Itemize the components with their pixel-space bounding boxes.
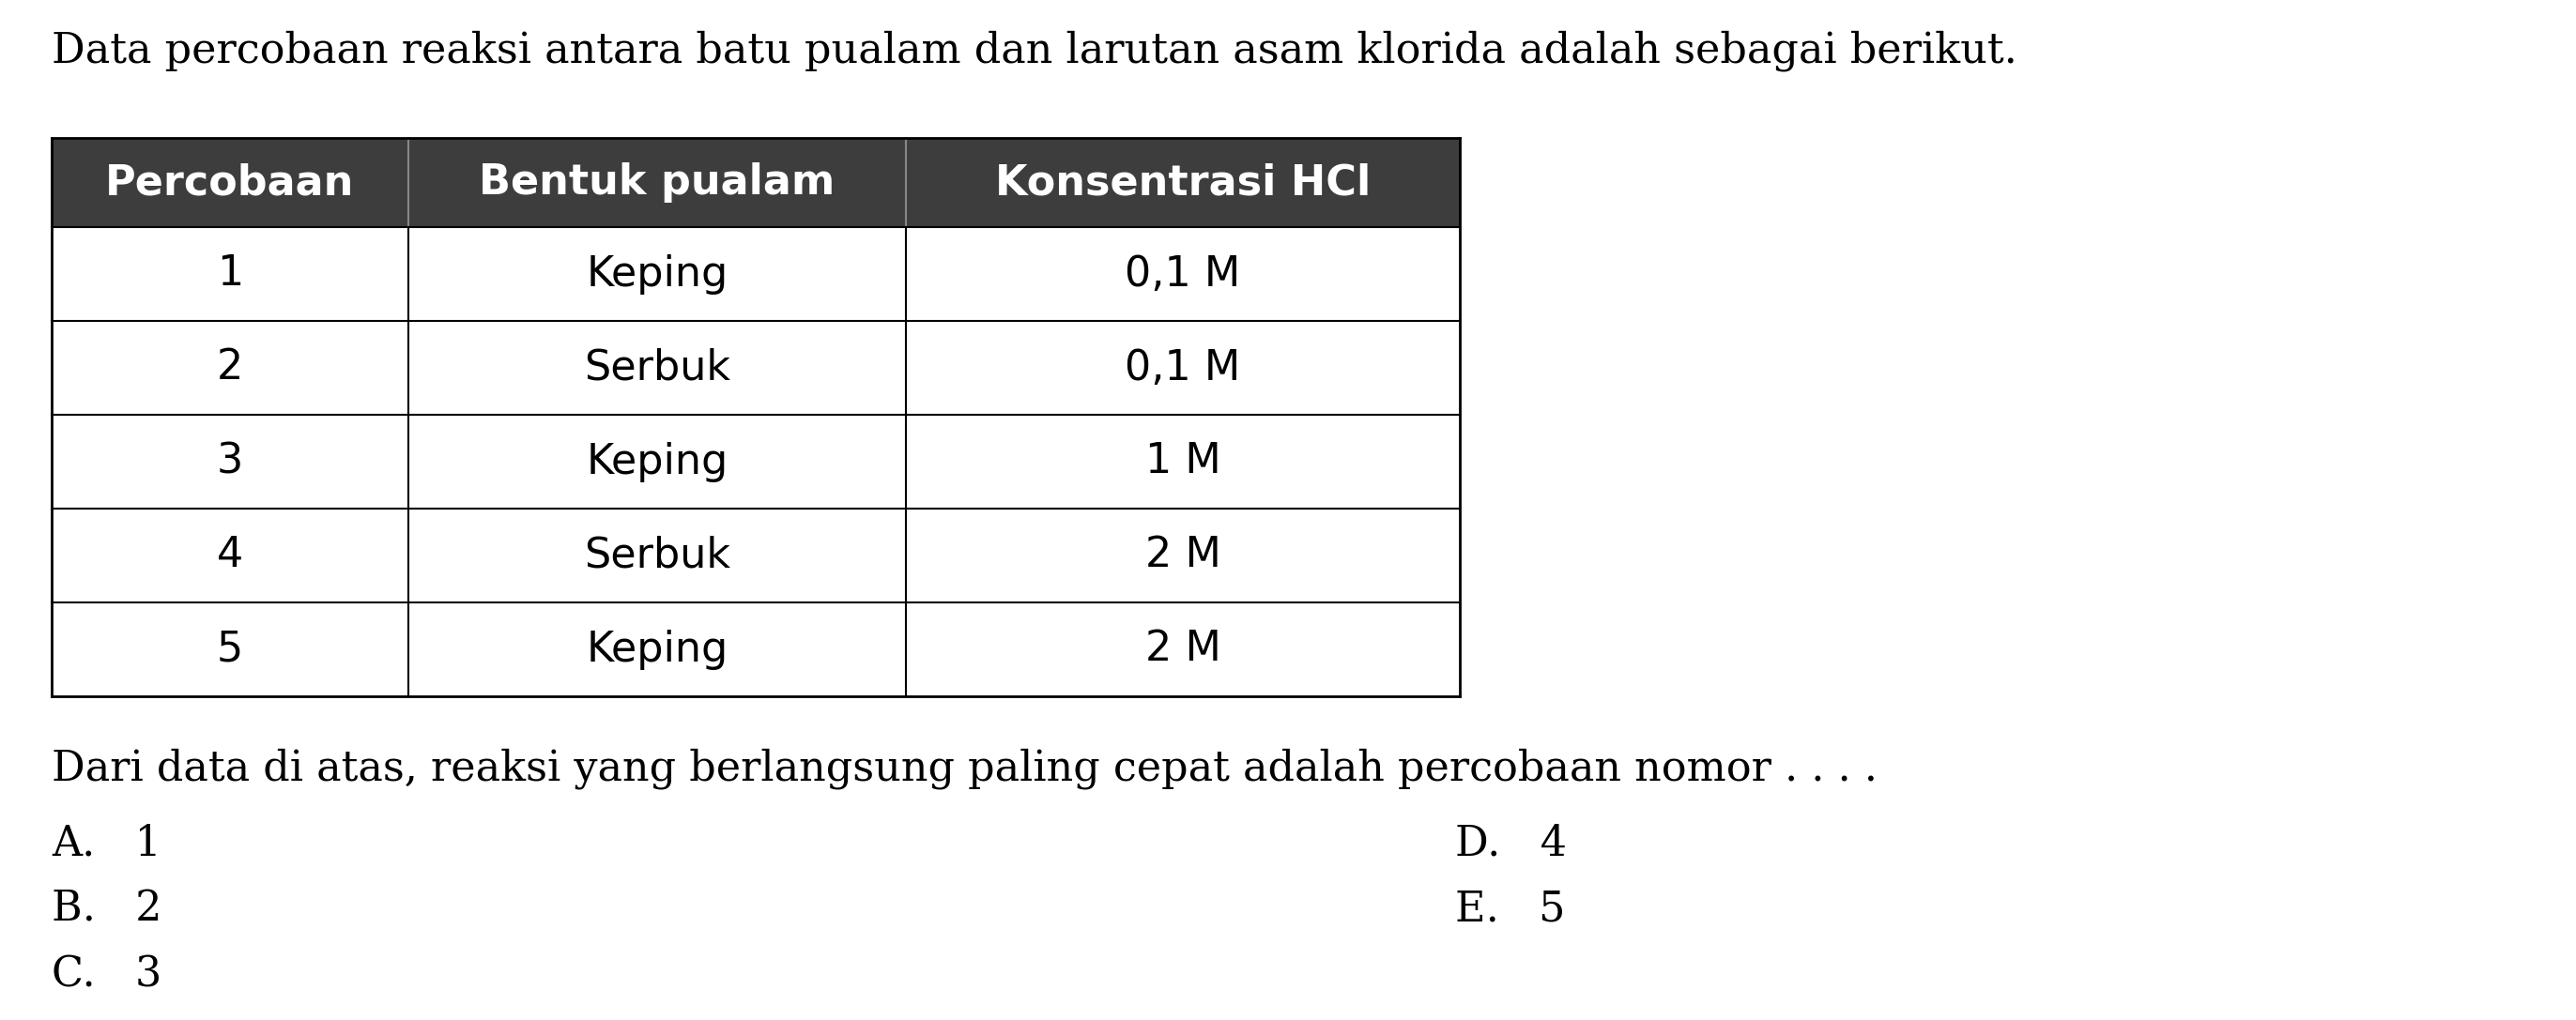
FancyBboxPatch shape [52, 138, 1461, 227]
Text: Keping: Keping [587, 442, 729, 481]
Text: Dari data di atas, reaksi yang berlangsung paling cepat adalah percobaan nomor .: Dari data di atas, reaksi yang berlangsu… [52, 748, 1878, 788]
Text: Bentuk pualam: Bentuk pualam [479, 162, 835, 203]
Text: 2 M: 2 M [1144, 536, 1221, 575]
Text: D.   4: D. 4 [1455, 823, 1566, 864]
Text: 0,1 M: 0,1 M [1126, 348, 1242, 388]
Text: Keping: Keping [587, 629, 729, 669]
FancyBboxPatch shape [52, 509, 1461, 603]
Text: 5: 5 [216, 629, 242, 669]
Text: B.   2: B. 2 [52, 888, 162, 929]
Text: Serbuk: Serbuk [585, 536, 732, 575]
Text: Konsentrasi HCl: Konsentrasi HCl [994, 162, 1370, 203]
Text: E.   5: E. 5 [1455, 888, 1566, 929]
Text: 3: 3 [216, 442, 242, 481]
Text: 2: 2 [216, 348, 242, 388]
Text: Percobaan: Percobaan [106, 162, 355, 203]
Text: 1: 1 [216, 254, 242, 294]
FancyBboxPatch shape [52, 321, 1461, 415]
FancyBboxPatch shape [52, 603, 1461, 697]
Text: 0,1 M: 0,1 M [1126, 254, 1242, 294]
Text: Data percobaan reaksi antara batu pualam dan larutan asam klorida adalah sebagai: Data percobaan reaksi antara batu pualam… [52, 30, 2017, 71]
Text: C.   3: C. 3 [52, 955, 162, 994]
Text: Keping: Keping [587, 254, 729, 294]
Text: 1 M: 1 M [1144, 442, 1221, 481]
Text: 4: 4 [216, 536, 242, 575]
FancyBboxPatch shape [52, 415, 1461, 509]
Text: 2 M: 2 M [1144, 629, 1221, 669]
FancyBboxPatch shape [52, 227, 1461, 321]
Text: Serbuk: Serbuk [585, 348, 732, 388]
Text: A.   1: A. 1 [52, 823, 162, 864]
